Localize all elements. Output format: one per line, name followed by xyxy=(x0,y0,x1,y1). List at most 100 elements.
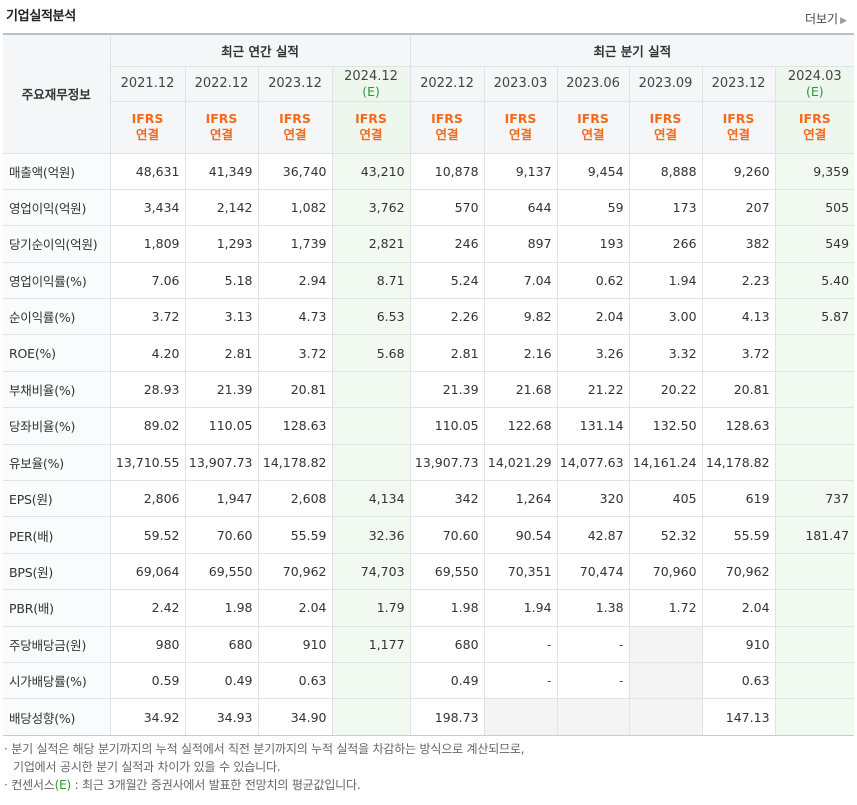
row-label: 영업이익(억원) xyxy=(3,188,111,227)
table-cell: 910 xyxy=(257,625,333,663)
row-label: 부채비율(%) xyxy=(3,370,111,409)
table-cell: 1.79 xyxy=(331,589,411,627)
table-cell: 7.04 xyxy=(483,261,558,300)
table-cell: 21.39 xyxy=(409,370,485,409)
table-cell xyxy=(628,698,703,736)
table-cell: 5.40 xyxy=(774,261,855,300)
table-row: 매출액(억원) 48,631 41,349 36,740 43,210 10,878 9,1… xyxy=(3,152,855,190)
table-cell: 2.94 xyxy=(257,261,333,300)
period-header: 2023.12 xyxy=(701,65,776,102)
table-cell: - xyxy=(556,625,630,663)
table-row: 순이익률(%) 3.72 3.13 4.73 6.53 2.26 9.82 2.04 3.00 4… xyxy=(3,298,855,336)
row-label: PBR(배) xyxy=(3,589,111,627)
table-cell: 21.39 xyxy=(184,370,259,409)
table-cell: 10,878 xyxy=(409,152,485,190)
table-row: PBR(배) 2.42 1.98 2.04 1.79 1.98 1.94 1.38 1.72 2.… xyxy=(3,589,855,627)
table-cell xyxy=(774,589,855,627)
table-cell: 3.72 xyxy=(109,298,186,336)
table-cell: 0.62 xyxy=(556,261,630,300)
table-cell: 405 xyxy=(628,480,703,518)
table-cell: 70,351 xyxy=(483,552,558,591)
table-cell: 1,293 xyxy=(184,225,259,263)
table-cell: 0.63 xyxy=(257,661,333,700)
table-cell: 1,177 xyxy=(331,625,411,663)
table-cell xyxy=(556,698,630,736)
table-row: BPS(원) 69,064 69,550 70,962 74,703 69,550 70,3… xyxy=(3,552,855,591)
table-cell: 737 xyxy=(774,480,855,518)
accounting-standard: IFRS 연결 xyxy=(483,100,558,154)
table-cell: 13,907.73 xyxy=(184,443,259,482)
table-cell xyxy=(331,443,411,482)
table-cell xyxy=(774,698,855,736)
table-cell: 9,454 xyxy=(556,152,630,190)
table-cell: 1,264 xyxy=(483,480,558,518)
table-cell: 6.53 xyxy=(331,298,411,336)
table-row: 당기순이익(억원) 1,809 1,293 1,739 2,821 246 897 193 26… xyxy=(3,225,855,263)
table-cell: 70.60 xyxy=(184,516,259,554)
table-cell: 9,260 xyxy=(701,152,776,190)
table-cell: 13,710.55 xyxy=(109,443,186,482)
table-cell: 74,703 xyxy=(331,552,411,591)
table-cell: 1,082 xyxy=(257,188,333,227)
table-row: 시가배당률(%) 0.59 0.49 0.63 0.49- -0.63 xyxy=(3,661,855,700)
table-cell: 2,806 xyxy=(109,480,186,518)
table-cell: 680 xyxy=(184,625,259,663)
table-cell: 34.92 xyxy=(109,698,186,736)
table-cell: 52.32 xyxy=(628,516,703,554)
table-cell: 20.22 xyxy=(628,370,703,409)
note-line-3: · 컨센서스(E) : 최근 3개월간 증권사에서 발표한 전망치의 평균값입니… xyxy=(4,778,361,792)
table-cell: 181.47 xyxy=(774,516,855,554)
accounting-standard: IFRS 연결 xyxy=(774,100,855,154)
table-cell xyxy=(331,370,411,409)
table-cell: 3.00 xyxy=(628,298,703,336)
table-row: 부채비율(%) 28.93 21.39 20.81 21.39 21.68 21.22 20.… xyxy=(3,370,855,409)
table-cell: 69,064 xyxy=(109,552,186,591)
table-cell: 147.13 xyxy=(701,698,776,736)
table-cell: 41,349 xyxy=(184,152,259,190)
table-row: ROE(%) 4.20 2.81 3.72 5.68 2.81 2.16 3.26 3.32 3.… xyxy=(3,334,855,372)
table-cell: 14,161.24 xyxy=(628,443,703,482)
accounting-standard: IFRS 연결 xyxy=(409,100,485,154)
table-cell: 246 xyxy=(409,225,485,263)
row-label: 당좌비율(%) xyxy=(3,407,111,445)
table-cell: 70,474 xyxy=(556,552,630,591)
table-cell: 14,077.63 xyxy=(556,443,630,482)
table-cell xyxy=(483,698,558,736)
table-cell: 59 xyxy=(556,188,630,227)
table-cell: 20.81 xyxy=(701,370,776,409)
row-label: 매출액(억원) xyxy=(3,152,111,190)
row-label: EPS(원) xyxy=(3,480,111,518)
table-cell: 131.14 xyxy=(556,407,630,445)
row-label: ROE(%) xyxy=(3,334,111,372)
note-line-1: · 분기 실적은 해당 분기까지의 누적 실적에서 직전 분기까지의 누적 실적… xyxy=(4,742,525,756)
table-cell: 7.06 xyxy=(109,261,186,300)
table-cell: 13,907.73 xyxy=(409,443,485,482)
table-cell xyxy=(628,661,703,700)
table-cell: 3,434 xyxy=(109,188,186,227)
table-row: 영업이익률(%) 7.06 5.18 2.94 8.71 5.24 7.04 0.62 1.94… xyxy=(3,261,855,300)
table-cell: 28.93 xyxy=(109,370,186,409)
table-cell: - xyxy=(556,661,630,700)
table-cell: 342 xyxy=(409,480,485,518)
accounting-standard: IFRS 연결 xyxy=(257,100,333,154)
more-link[interactable]: 더보기 ▶ xyxy=(805,10,847,27)
table-cell: 4.13 xyxy=(701,298,776,336)
table-cell xyxy=(774,370,855,409)
table-cell: 5.68 xyxy=(331,334,411,372)
table-cell: 5.18 xyxy=(184,261,259,300)
financial-table: 주요재무정보 최근 연간 실적 최근 분기 실적 2021.12 2022.12 2… xyxy=(3,33,855,736)
table-row: 주당배당금(원) 980 680 910 1,177 680- -910 xyxy=(3,625,855,663)
row-label: 유보율(%) xyxy=(3,443,111,482)
row-label: 영업이익률(%) xyxy=(3,261,111,300)
table-cell: 43,210 xyxy=(331,152,411,190)
row-label-header: 주요재무정보 xyxy=(3,33,111,154)
table-cell: 3.13 xyxy=(184,298,259,336)
table-cell: 266 xyxy=(628,225,703,263)
table-cell: 34.90 xyxy=(257,698,333,736)
table-cell: 0.49 xyxy=(184,661,259,700)
table-cell: 70,960 xyxy=(628,552,703,591)
table-cell: 3.26 xyxy=(556,334,630,372)
table-cell: 9,359 xyxy=(774,152,855,190)
table-cell: 42.87 xyxy=(556,516,630,554)
table-cell: 644 xyxy=(483,188,558,227)
